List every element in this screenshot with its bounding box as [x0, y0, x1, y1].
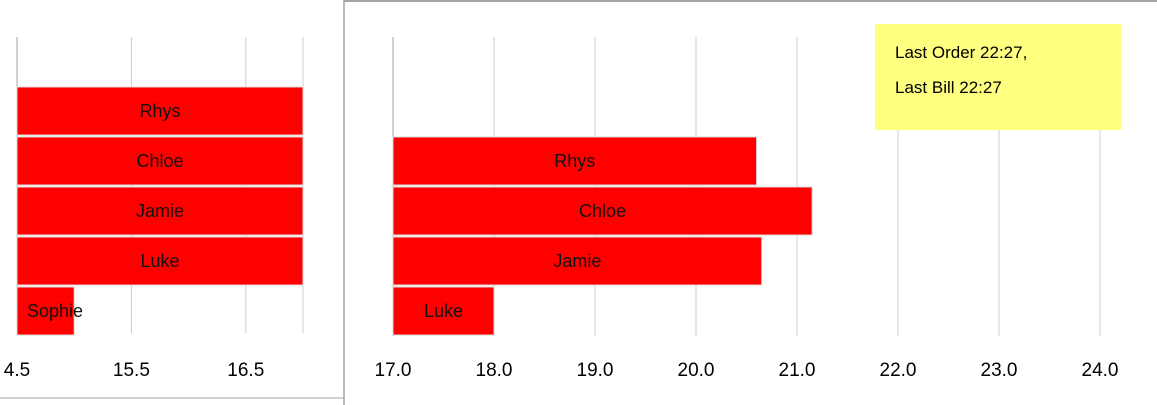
left-bar-label-chloe: Chloe [136, 151, 183, 171]
left-bar-label-sophie: Sophie [27, 301, 83, 321]
left-bar-label-jamie: Jamie [136, 201, 184, 221]
left-x-axis-ticks: 4.5 15.5 16.5 [4, 360, 265, 381]
right-x-tick-label: 20.0 [678, 360, 715, 381]
right-bar-luke [392, 286, 495, 336]
right-x-axis-ticks: 17.0 18.0 19.0 20.0 21.0 22.0 23.0 24.0 [375, 360, 1119, 381]
left-bars: Rhys Chloe Jamie Luke Sophie [16, 86, 304, 336]
left-x-tick-label: 4.5 [4, 360, 30, 381]
left-bar-label-luke: Luke [140, 251, 179, 271]
right-bar-label-rhys: Rhys [554, 151, 595, 171]
left-bar-chloe [16, 136, 304, 186]
right-x-tick-label: 18.0 [476, 360, 513, 381]
left-x-tick-label: 16.5 [227, 360, 264, 381]
annotation-line-1: Last Order 22:27, [895, 43, 1027, 62]
annotation-line-2: Last Bill 22:27 [895, 78, 1002, 97]
right-bar-jamie [392, 236, 763, 286]
right-x-tick-label: 23.0 [981, 360, 1018, 381]
right-x-tick-label: 17.0 [375, 360, 412, 381]
left-bar-luke [16, 236, 304, 286]
right-bar-label-luke: Luke [424, 301, 463, 321]
right-x-tick-label: 19.0 [577, 360, 614, 381]
right-bar-label-chloe: Chloe [579, 201, 626, 221]
right-x-tick-label: 22.0 [880, 360, 917, 381]
left-bar-sophie [16, 286, 75, 336]
right-x-tick-label: 21.0 [779, 360, 816, 381]
right-bar-rhys [392, 136, 758, 186]
left-x-tick-label: 15.5 [113, 360, 150, 381]
left-bar-label-rhys: Rhys [139, 101, 180, 121]
right-x-tick-label: 24.0 [1082, 360, 1119, 381]
left-bar-jamie [16, 186, 304, 236]
right-bar-chloe [392, 186, 813, 236]
right-bars: Rhys Chloe Jamie Luke [392, 136, 813, 336]
left-bar-rhys [16, 86, 304, 136]
annotation-box [875, 24, 1121, 130]
right-bar-label-jamie: Jamie [553, 251, 601, 271]
